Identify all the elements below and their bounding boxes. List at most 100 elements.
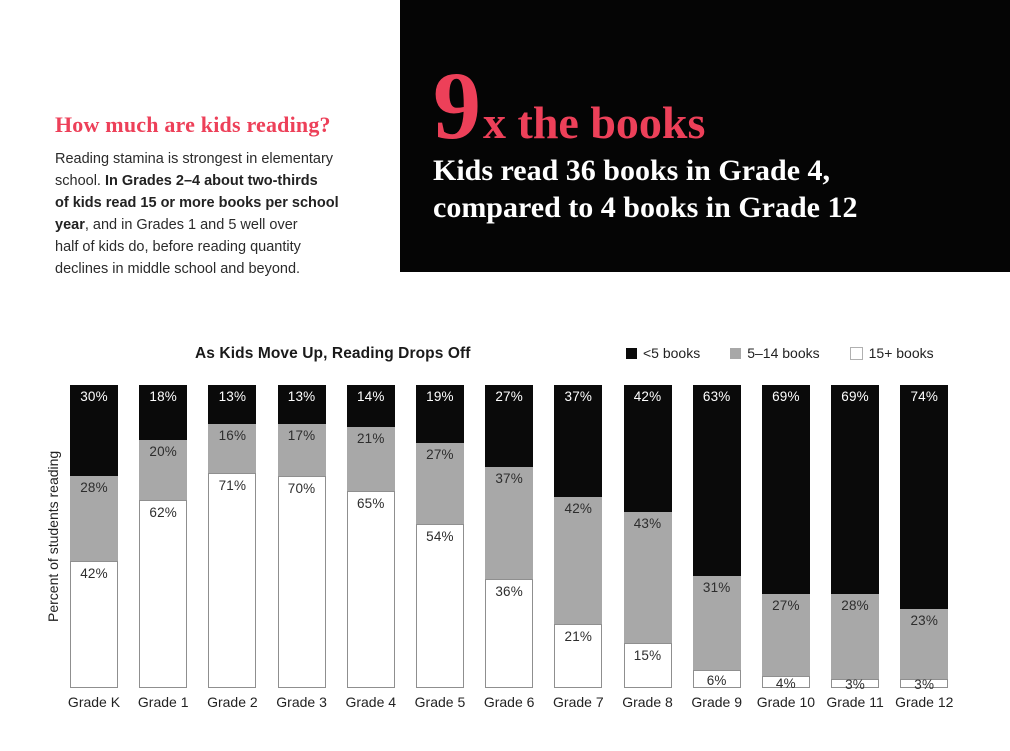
segment-value-label: 42%: [80, 565, 108, 581]
hero-multiplier: 9: [433, 52, 481, 159]
chart-title: As Kids Move Up, Reading Drops Off: [195, 345, 471, 362]
segment-value-label: 3%: [914, 676, 935, 692]
segment-value-label: 69%: [772, 389, 800, 404]
x-axis-tick-label: Grade 4: [345, 694, 397, 710]
legend-label: <5 books: [643, 345, 701, 361]
legend-item-5-14-books: 5–14 books: [730, 345, 820, 361]
x-axis-tick-label: Grade 2: [207, 694, 258, 710]
bar-segment-15-plus-books: 62%: [139, 500, 188, 688]
segment-value-label: 27%: [426, 446, 454, 462]
bar-segment-15-plus-books: 6%: [692, 669, 741, 688]
intro-text-regular-2: , and in Grades 1 and 5 well over half o…: [55, 217, 301, 277]
bar-segment-under-5-books: 74%: [900, 385, 949, 610]
segment-value-label: 37%: [495, 470, 523, 486]
hero-headline: 9 x the books: [433, 52, 705, 159]
segment-value-label: 19%: [426, 389, 454, 404]
bar-segment-5-14-books: 43%: [623, 512, 672, 643]
bar-segment-under-5-books: 18%: [139, 385, 188, 440]
segment-value-label: 42%: [633, 389, 662, 404]
bar-segment-15-plus-books: 4%: [761, 675, 810, 691]
intro-paragraph: Reading stamina is strongest in elementa…: [55, 148, 387, 280]
stacked-bar: 14% 21% 65%: [346, 385, 395, 688]
intro-text-bold: In Grades 2–4 about two-thirds of kids r…: [55, 173, 339, 233]
bar-segment-5-14-books: 28%: [70, 475, 118, 561]
segment-value-label: 21%: [564, 629, 593, 645]
segment-value-label: 17%: [287, 428, 316, 444]
legend-swatch-5-14-books: [730, 347, 742, 359]
bar-segment-under-5-books: 27%: [485, 385, 534, 467]
bar-segment-5-14-books: 21%: [346, 427, 395, 492]
stacked-bar: 19% 27% 54%: [415, 385, 464, 688]
segment-value-label: 13%: [287, 389, 316, 404]
segment-value-label: 23%: [910, 613, 939, 629]
legend-item-15-plus-books: 15+ books: [849, 345, 934, 361]
segment-value-label: 28%: [841, 598, 869, 614]
segment-value-label: 63%: [702, 389, 731, 404]
bar-segment-15-plus-books: 36%: [485, 578, 534, 688]
bar-segment-under-5-books: 19%: [415, 385, 464, 443]
segment-value-label: 16%: [218, 428, 247, 444]
stacked-bar: 69% 27% 4%: [761, 385, 810, 691]
segment-value-label: 31%: [702, 579, 731, 595]
bar-column-grade-k: 30% 28% 42% Grade K: [68, 385, 120, 710]
bar-column-grade-12: 74% 23% 3% Grade 12: [895, 385, 953, 710]
bar-column-grade-5: 19% 27% 54% Grade 5: [415, 385, 465, 710]
stacked-bar: 37% 42% 21%: [554, 385, 603, 688]
legend-item-under-5-books: <5 books: [626, 345, 700, 361]
legend-swatch-15-plus-books: [849, 346, 863, 360]
segment-value-label: 71%: [218, 477, 247, 493]
segment-value-label: 21%: [356, 431, 385, 447]
bar-segment-5-14-books: 28%: [831, 594, 880, 679]
segment-value-label: 70%: [287, 480, 316, 496]
bar-segment-5-14-books: 20%: [139, 439, 188, 501]
bars: 30% 28% 42% Grade K 18% 20% 62% Grade 1 13% 16% 71…: [68, 385, 953, 710]
intro-heading: How much are kids reading?: [55, 112, 331, 137]
bar-segment-5-14-books: 16%: [208, 424, 257, 473]
segment-value-label: 43%: [633, 516, 662, 532]
bar-segment-15-plus-books: 15%: [623, 642, 672, 688]
legend-label: 15+ books: [868, 345, 934, 361]
segment-value-label: 69%: [841, 389, 869, 404]
bar-segment-under-5-books: 37%: [554, 385, 603, 498]
x-axis-tick-label: Grade K: [67, 694, 121, 710]
bar-column-grade-11: 69% 28% 3% Grade 11: [826, 385, 884, 710]
bar-column-grade-10: 69% 27% 4% Grade 10: [757, 385, 815, 710]
x-axis-tick-label: Grade 12: [895, 694, 954, 710]
bar-segment-under-5-books: 63%: [692, 385, 741, 576]
segment-value-label: 42%: [564, 501, 593, 517]
x-axis-tick-label: Grade 3: [276, 694, 327, 710]
stacked-bar: 13% 16% 71%: [208, 385, 257, 688]
segment-value-label: 62%: [149, 505, 177, 521]
x-axis-tick-label: Grade 8: [622, 694, 673, 710]
segment-value-label: 36%: [495, 583, 523, 599]
bar-segment-under-5-books: 69%: [831, 385, 880, 595]
stacked-bar: 27% 37% 36%: [485, 385, 534, 688]
chart-legend: <5 books 5–14 books 15+ books: [626, 345, 934, 361]
bar-segment-under-5-books: 30%: [70, 385, 118, 476]
bar-segment-5-14-books: 27%: [761, 594, 810, 676]
segment-value-label: 13%: [218, 389, 247, 404]
segment-value-label: 65%: [356, 496, 385, 512]
segment-value-label: 74%: [910, 389, 939, 404]
bar-segment-under-5-books: 42%: [623, 385, 672, 513]
segment-value-label: 27%: [772, 598, 800, 614]
bar-column-grade-6: 27% 37% 36% Grade 6: [484, 385, 534, 710]
x-axis-tick-label: Grade 10: [756, 694, 816, 710]
bar-segment-15-plus-books: 71%: [208, 472, 257, 688]
hero-panel: 9 x the books Kids read 36 books in Grad…: [400, 0, 1010, 272]
bar-segment-5-14-books: 31%: [692, 575, 741, 670]
bar-segment-15-plus-books: 54%: [415, 524, 464, 688]
hero-subtitle: Kids read 36 books in Grade 4, compared …: [433, 154, 858, 224]
bar-segment-under-5-books: 14%: [346, 385, 395, 428]
stacked-bar: 63% 31% 6%: [692, 385, 741, 688]
bar-segment-15-plus-books: 65%: [346, 491, 395, 688]
stacked-bar: 18% 20% 62%: [139, 385, 188, 688]
stacked-bar: 69% 28% 3%: [831, 385, 880, 692]
bar-segment-15-plus-books: 3%: [831, 677, 880, 692]
segment-value-label: 37%: [564, 389, 593, 404]
y-axis-label: Percent of students reading: [45, 450, 61, 623]
segment-value-label: 15%: [633, 647, 662, 663]
segment-value-label: 18%: [149, 389, 177, 404]
bar-segment-5-14-books: 23%: [900, 609, 949, 679]
